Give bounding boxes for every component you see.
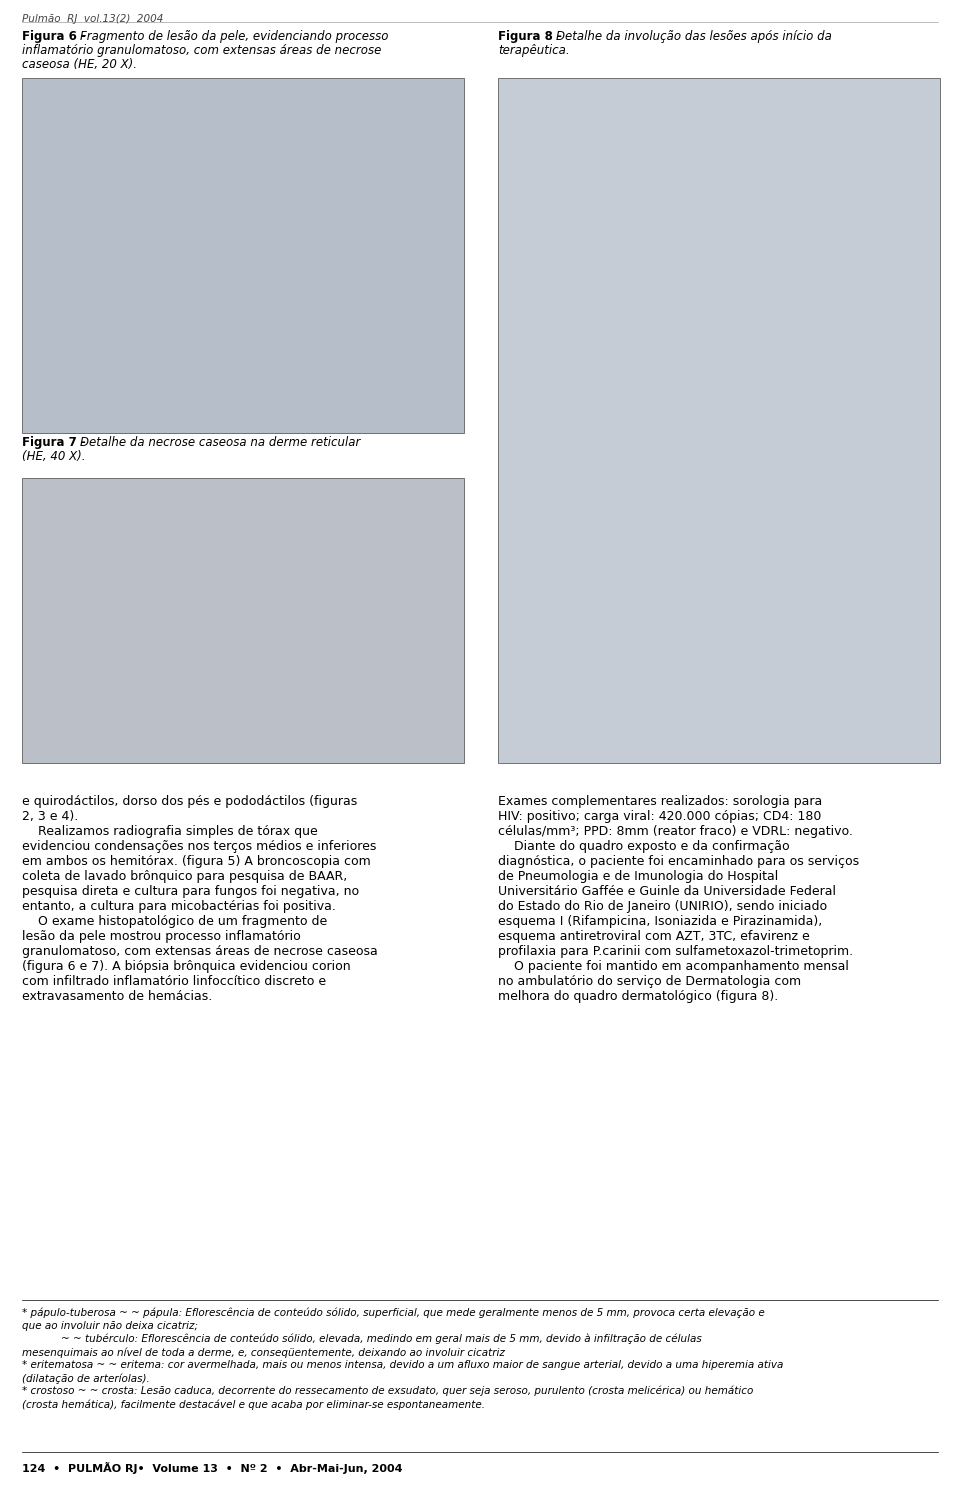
Text: Figura 6 -: Figura 6 - (22, 30, 90, 44)
Text: O paciente foi mantido em acompanhamento mensal: O paciente foi mantido em acompanhamento… (498, 960, 849, 974)
Text: extravasamento de hemácias.: extravasamento de hemácias. (22, 990, 212, 1002)
Text: Pulmão  RJ  vol.13(2)  2004: Pulmão RJ vol.13(2) 2004 (22, 14, 163, 24)
Text: ~ ~ tubérculo: Eflorescência de conteúdo sólido, elevada, medindo em geral mais : ~ ~ tubérculo: Eflorescência de conteúdo… (22, 1333, 702, 1344)
Text: terapêutica.: terapêutica. (498, 44, 569, 57)
Text: Detalhe da necrose caseosa na derme reticular: Detalhe da necrose caseosa na derme reti… (80, 436, 360, 448)
Text: mesenquimais ao nível de toda a derme, e, conseqüentemente, deixando ao involuir: mesenquimais ao nível de toda a derme, e… (22, 1347, 505, 1358)
Text: Diante do quadro exposto e da confirmação: Diante do quadro exposto e da confirmaçã… (498, 840, 790, 853)
Text: esquema I (Rifampicina, Isoniazida e Pirazinamida),: esquema I (Rifampicina, Isoniazida e Pir… (498, 915, 823, 929)
Text: inflamatório granulomatoso, com extensas áreas de necrose: inflamatório granulomatoso, com extensas… (22, 44, 381, 57)
Text: * eritematosa ~ ~ eritema: cor avermelhada, mais ou menos intensa, devido a um a: * eritematosa ~ ~ eritema: cor avermelha… (22, 1361, 783, 1370)
Text: O exame histopatológico de um fragmento de: O exame histopatológico de um fragmento … (22, 915, 327, 929)
Text: * crostoso ~ ~ crosta: Lesão caduca, decorrente do ressecamento de exsudato, que: * crostoso ~ ~ crosta: Lesão caduca, dec… (22, 1386, 754, 1397)
Text: do Estado do Rio de Janeiro (UNIRIO), sendo iniciado: do Estado do Rio de Janeiro (UNIRIO), se… (498, 900, 828, 914)
Text: com infiltrado inflamatório linfoccítico discreto e: com infiltrado inflamatório linfoccítico… (22, 975, 326, 987)
Text: granulomatoso, com extensas áreas de necrose caseosa: granulomatoso, com extensas áreas de nec… (22, 945, 377, 959)
Text: diagnóstica, o paciente foi encaminhado para os serviços: diagnóstica, o paciente foi encaminhado … (498, 855, 859, 868)
Text: (figura 6 e 7). A biópsia brônquica evidenciou corion: (figura 6 e 7). A biópsia brônquica evid… (22, 960, 350, 974)
Bar (22, 479, 464, 763)
Text: Detalhe da involução das lesões após início da: Detalhe da involução das lesões após iní… (556, 30, 832, 44)
Text: evidenciou condensações nos terços médios e inferiores: evidenciou condensações nos terços médio… (22, 840, 376, 853)
Text: Realizamos radiografia simples de tórax que: Realizamos radiografia simples de tórax … (22, 825, 318, 838)
Text: Exames complementares realizados: sorologia para: Exames complementares realizados: sorolo… (498, 795, 823, 808)
Text: (HE, 40 X).: (HE, 40 X). (22, 450, 85, 464)
Text: 2, 3 e 4).: 2, 3 e 4). (22, 810, 79, 823)
Text: e quirodáctilos, dorso dos pés e pododáctilos (figuras: e quirodáctilos, dorso dos pés e pododác… (22, 795, 357, 808)
Text: de Pneumologia e de Imunologia do Hospital: de Pneumologia e de Imunologia do Hospit… (498, 870, 779, 883)
Text: melhora do quadro dermatológico (figura 8).: melhora do quadro dermatológico (figura … (498, 990, 779, 1002)
Text: esquema antiretroviral com AZT, 3TC, efavirenz e: esquema antiretroviral com AZT, 3TC, efa… (498, 930, 809, 944)
Text: lesão da pele mostrou processo inflamatório: lesão da pele mostrou processo inflamató… (22, 930, 300, 944)
Text: coleta de lavado brônquico para pesquisa de BAAR,: coleta de lavado brônquico para pesquisa… (22, 870, 348, 883)
Text: caseosa (HE, 20 X).: caseosa (HE, 20 X). (22, 59, 137, 71)
Text: Universitário Gaffée e Guinle da Universidade Federal: Universitário Gaffée e Guinle da Univers… (498, 885, 836, 898)
Text: profilaxia para P.carinii com sulfametoxazol-trimetoprim.: profilaxia para P.carinii com sulfametox… (498, 945, 853, 959)
Text: que ao involuir não deixa cicatriz;: que ao involuir não deixa cicatriz; (22, 1321, 198, 1330)
Text: HIV: positivo; carga viral: 420.000 cópias; CD4: 180: HIV: positivo; carga viral: 420.000 cópi… (498, 810, 822, 823)
Bar (22, 78, 464, 433)
Text: Fragmento de lesão da pele, evidenciando processo: Fragmento de lesão da pele, evidenciando… (80, 30, 389, 44)
Bar (498, 78, 940, 763)
Text: 124  •  PULMÃO RJ•  Volume 13  •  Nº 2  •  Abr-Mai-Jun, 2004: 124 • PULMÃO RJ• Volume 13 • Nº 2 • Abr-… (22, 1461, 402, 1473)
Text: (crosta hemática), facilmente destacável e que acaba por eliminar-se espontaneam: (crosta hemática), facilmente destacável… (22, 1400, 485, 1410)
Text: células/mm³; PPD: 8mm (reator fraco) e VDRL: negativo.: células/mm³; PPD: 8mm (reator fraco) e V… (498, 825, 852, 838)
Text: entanto, a cultura para micobactérias foi positiva.: entanto, a cultura para micobactérias fo… (22, 900, 336, 914)
Text: Figura 8 -: Figura 8 - (498, 30, 566, 44)
Text: Figura 7 -: Figura 7 - (22, 436, 90, 448)
Text: no ambulatório do serviço de Dermatologia com: no ambulatório do serviço de Dermatologi… (498, 975, 802, 987)
Text: em ambos os hemitórax. (figura 5) A broncoscopia com: em ambos os hemitórax. (figura 5) A bron… (22, 855, 371, 868)
Text: pesquisa direta e cultura para fungos foi negativa, no: pesquisa direta e cultura para fungos fo… (22, 885, 359, 898)
Text: (dilatação de arteríolas).: (dilatação de arteríolas). (22, 1373, 150, 1383)
Text: * pápulo-tuberosa ~ ~ pápula: Eflorescência de conteúdo sólido, superficial, que: * pápulo-tuberosa ~ ~ pápula: Eflorescên… (22, 1308, 765, 1318)
